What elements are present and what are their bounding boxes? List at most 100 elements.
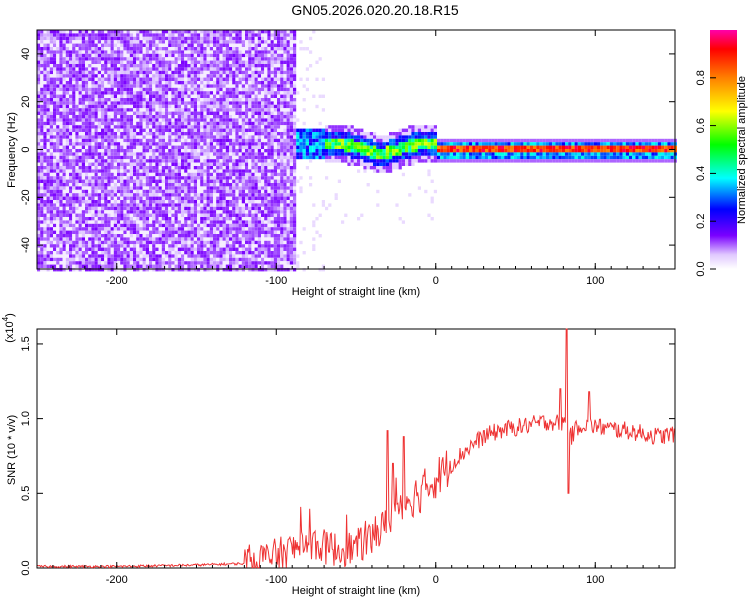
heatmap-cell — [72, 91, 76, 95]
heatmap-cell — [254, 101, 258, 105]
heatmap-cell — [78, 104, 82, 109]
heatmap-cell — [261, 60, 265, 64]
heatmap-cell — [229, 67, 233, 71]
heatmap-cell — [222, 67, 226, 71]
heatmap-cell — [165, 237, 169, 241]
heatmap-cell — [91, 203, 95, 207]
heatmap-cell — [101, 60, 105, 64]
heatmap-cell — [97, 200, 101, 204]
heatmap-cell — [110, 60, 114, 64]
heatmap-cell — [206, 115, 210, 119]
heatmap-cell — [245, 169, 249, 173]
heatmap-cell — [85, 135, 89, 139]
heatmap-cell — [177, 43, 181, 47]
heatmap-cell — [152, 203, 156, 207]
heatmap-cell — [69, 257, 73, 262]
heatmap-cell — [75, 162, 79, 166]
heatmap-cell — [225, 40, 229, 44]
heatmap-cell — [261, 30, 265, 34]
heatmap-cell — [53, 60, 57, 64]
heatmap-cell — [200, 81, 204, 85]
heatmap-cell — [209, 81, 213, 85]
heatmap-cell — [88, 70, 92, 75]
heatmap-cell — [49, 70, 53, 75]
heatmap-cell — [245, 247, 249, 251]
heatmap-cell — [94, 217, 98, 221]
heatmap-cell — [203, 60, 207, 64]
heatmap-cell — [193, 118, 197, 122]
heatmap-cell — [43, 135, 47, 139]
heatmap-cell — [232, 64, 236, 68]
heatmap-cell — [81, 138, 85, 143]
heatmap-cell — [43, 210, 47, 214]
heatmap-cell — [203, 166, 207, 170]
heatmap-cell — [165, 220, 169, 224]
heatmap-cell — [187, 247, 191, 251]
heatmap-cell — [78, 159, 82, 163]
heatmap-cell — [72, 60, 76, 64]
heatmap-cell — [257, 261, 261, 265]
heatmap-cell — [174, 193, 178, 197]
heatmap-cell — [43, 74, 47, 78]
heatmap-cell — [155, 121, 159, 126]
heatmap-cell — [181, 159, 185, 163]
heatmap-cell — [59, 206, 63, 211]
heatmap-cell — [62, 189, 66, 194]
heatmap-cell — [78, 101, 82, 105]
heatmap-cell — [46, 108, 50, 112]
heatmap-cell — [209, 155, 213, 160]
heatmap-cell — [251, 196, 255, 200]
heatmap-cell — [241, 128, 245, 132]
heatmap-cell — [254, 237, 258, 241]
heatmap-cell — [209, 67, 213, 71]
heatmap-cell — [81, 189, 85, 194]
heatmap-cell — [75, 203, 79, 207]
heatmap-cell — [251, 155, 255, 160]
heatmap-cell — [232, 47, 236, 51]
heatmap-cell — [126, 30, 130, 34]
heatmap-cell — [200, 104, 204, 109]
heatmap-cell — [129, 74, 133, 78]
heatmap-cell — [56, 217, 60, 221]
heatmap-cell — [251, 213, 255, 217]
heatmap-cell — [225, 43, 229, 47]
heatmap-cell — [72, 230, 76, 234]
heatmap-cell — [88, 60, 92, 64]
heatmap-cell — [235, 84, 239, 88]
heatmap-cell — [88, 108, 92, 112]
heatmap-cell — [123, 240, 127, 245]
heatmap-cell — [238, 220, 242, 224]
heatmap-cell — [245, 223, 249, 228]
heatmap-cell — [165, 268, 169, 272]
heatmap-cell — [181, 189, 185, 194]
heatmap-cell — [206, 132, 210, 136]
heatmap-cell — [56, 237, 60, 241]
heatmap-cell — [104, 217, 108, 221]
heatmap-cell — [56, 121, 60, 126]
heatmap-cell — [229, 237, 233, 241]
heatmap-cell — [241, 33, 245, 37]
heatmap-cell — [168, 155, 172, 160]
heatmap-cell — [126, 118, 130, 122]
heatmap-cell — [69, 210, 73, 214]
heatmap-cell — [238, 155, 242, 160]
heatmap-cell — [206, 172, 210, 177]
heatmap-cell — [254, 244, 258, 248]
heatmap-cell — [241, 206, 245, 211]
heatmap-cell — [251, 128, 255, 132]
heatmap-cell — [43, 183, 47, 187]
heatmap-cell — [53, 67, 57, 71]
heatmap-cell — [149, 172, 153, 177]
heatmap-cell — [53, 247, 57, 251]
heatmap-cell — [46, 176, 50, 180]
heatmap-cell — [235, 244, 239, 248]
heatmap-cell — [40, 121, 44, 126]
heatmap-cell — [81, 237, 85, 241]
heatmap-cell — [81, 166, 85, 170]
heatmap-cell — [104, 162, 108, 166]
heatmap-cell — [91, 94, 95, 98]
heatmap-cell — [75, 50, 79, 54]
heatmap-cell — [257, 237, 261, 241]
heatmap-cell — [85, 152, 89, 156]
heatmap-cell — [181, 57, 185, 61]
